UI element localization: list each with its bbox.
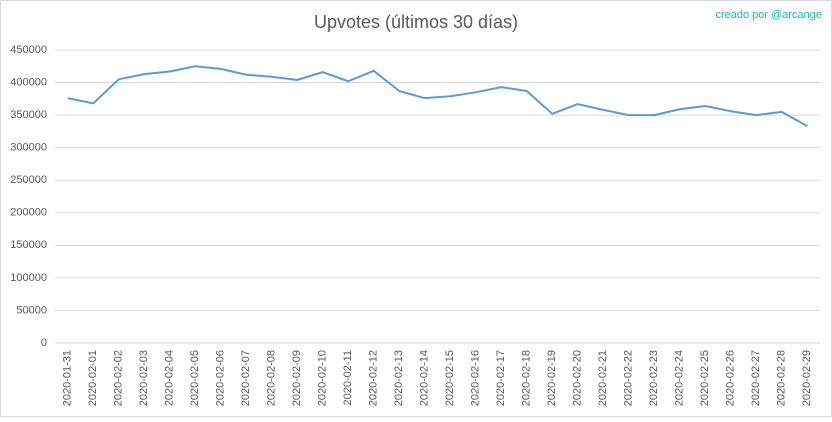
y-tick-label: 100000 xyxy=(10,272,47,284)
x-tick-label: 2020-02-28 xyxy=(776,350,788,406)
x-tick-label: 2020-02-03 xyxy=(138,350,150,406)
y-tick-label: 0 xyxy=(41,337,47,349)
y-tick-label: 200000 xyxy=(10,207,47,219)
x-tick-label: 2020-02-13 xyxy=(393,350,405,406)
x-tick-label: 2020-02-14 xyxy=(419,350,431,406)
x-tick-label: 2020-02-20 xyxy=(572,350,584,406)
x-tick-label: 2020-02-07 xyxy=(240,350,252,406)
x-tick-label: 2020-02-16 xyxy=(470,350,482,406)
credit: creado por @arcange xyxy=(715,9,822,21)
x-tick-label: 2020-02-24 xyxy=(674,350,686,406)
x-tick-label: 2020-02-22 xyxy=(623,350,635,406)
line xyxy=(67,65,808,128)
y-tick-label: 400000 xyxy=(10,76,47,88)
x-tick-label: 2020-02-26 xyxy=(725,350,737,406)
y-tick-label: 250000 xyxy=(10,174,47,186)
y-tick-label: 450000 xyxy=(10,44,47,56)
y-tick-label: 350000 xyxy=(10,109,47,121)
x-tick-label: 2020-02-08 xyxy=(266,350,278,406)
x-tick-label: 2020-02-12 xyxy=(368,350,380,406)
x-tick-label: 2020-02-15 xyxy=(444,350,456,406)
x-tick-label: 2020-02-05 xyxy=(189,350,201,406)
x-tick-label: 2020-02-01 xyxy=(87,350,99,406)
x-tick-label: 2020-01-31 xyxy=(62,350,74,406)
x-tick-label: 2020-02-10 xyxy=(317,350,329,406)
x-tick-label: 2020-02-25 xyxy=(699,350,711,406)
x-tick-label: 2020-02-27 xyxy=(750,350,762,406)
x-tick-label: 2020-02-06 xyxy=(215,350,227,406)
x-tick-label: 2020-02-09 xyxy=(291,350,303,406)
x-tick-label: 2020-02-19 xyxy=(546,350,558,406)
y-tick-label: 50000 xyxy=(16,304,47,316)
x-tick-label: 2020-02-21 xyxy=(597,350,609,406)
x-tick-label: 2020-02-18 xyxy=(521,350,533,406)
chart-title: Upvotes (últimos 30 días) xyxy=(314,12,518,32)
x-tick-label: 2020-02-17 xyxy=(495,350,507,406)
x-tick-label: 2020-02-23 xyxy=(648,350,660,406)
x-tick-label: 2020-02-29 xyxy=(801,350,813,406)
x-tick-label: 2020-02-11 xyxy=(342,350,354,405)
x-tick-label: 2020-02-04 xyxy=(164,350,176,406)
x-tick-label: 2020-02-02 xyxy=(113,350,125,406)
y-tick-label: 300000 xyxy=(10,142,47,154)
y-tick-label: 150000 xyxy=(10,239,47,251)
